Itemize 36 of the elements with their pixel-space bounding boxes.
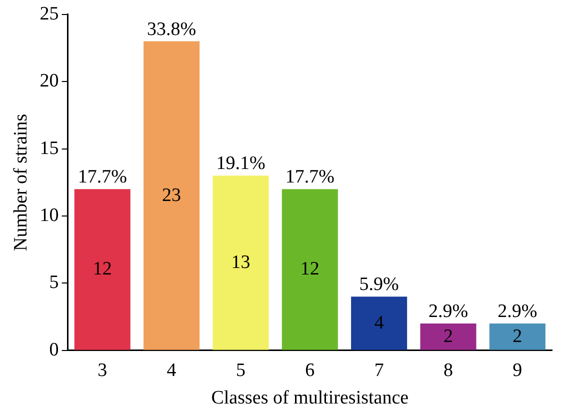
- bar: [489, 324, 546, 350]
- annotation: 2.9%: [428, 301, 468, 322]
- x-tick-label: 4: [166, 360, 177, 381]
- annotation: 5.9%: [359, 274, 400, 296]
- bar: [144, 41, 200, 350]
- y-tick-label: 0: [49, 339, 59, 360]
- bar: [74, 189, 130, 350]
- y-tick-label: 20: [40, 70, 59, 92]
- x-tick-label: 7: [374, 360, 384, 381]
- y-axis-title: Number of strains: [10, 114, 32, 251]
- x-tick-label: 6: [305, 360, 315, 381]
- data-label: 12: [92, 258, 112, 280]
- bar: [212, 176, 269, 350]
- data-label: 2: [512, 326, 522, 347]
- x-axis-title: Classes of multiresistance: [211, 388, 409, 409]
- bar: [282, 189, 338, 350]
- data-label: 4: [374, 312, 384, 334]
- data-label: 2: [443, 326, 453, 347]
- x-tick-label: 9: [512, 360, 522, 381]
- y-tick-label: 10: [40, 204, 59, 226]
- bar: [420, 324, 476, 350]
- bar: [351, 296, 408, 350]
- y-tick-label: 15: [40, 138, 59, 159]
- y-tick-label: 5: [49, 272, 59, 294]
- data-label: 12: [300, 258, 320, 280]
- annotation: 2.9%: [498, 301, 538, 322]
- x-tick-label: 5: [236, 360, 246, 381]
- annotation: 33.8%: [147, 18, 196, 40]
- x-tick-label: 8: [443, 360, 453, 381]
- x-tick-label: 3: [98, 360, 108, 381]
- annotation: 17.7%: [285, 166, 335, 188]
- data-label: 13: [231, 252, 250, 274]
- y-tick-label: 25: [40, 3, 59, 24]
- data-label: 23: [162, 184, 182, 206]
- annotation: 19.1%: [216, 153, 266, 174]
- annotation: 17.7%: [78, 166, 128, 188]
